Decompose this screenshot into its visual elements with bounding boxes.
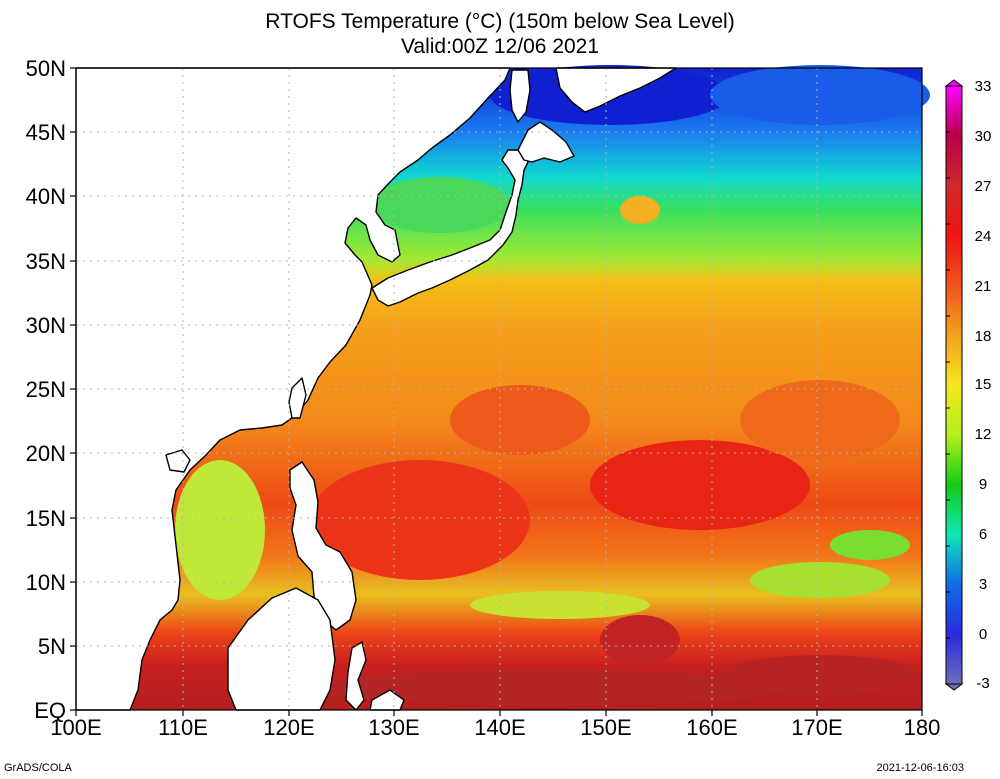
lat-label-15n: 15N xyxy=(25,506,66,531)
colorbar-label-3: 3 xyxy=(978,576,988,593)
lat-label-eq: EQ xyxy=(34,698,66,723)
kamchatka-peninsula xyxy=(555,67,677,113)
lat-label-25n: 25N xyxy=(25,377,66,402)
colorbar-label-24: 24 xyxy=(974,228,992,245)
lat-label-40n: 40N xyxy=(25,184,66,209)
colorbar-label-33: 33 xyxy=(974,78,992,95)
map-subtitle: Valid:00Z 12/06 2021 xyxy=(400,35,600,58)
lat-label-35n: 35N xyxy=(25,249,66,274)
colorbar xyxy=(944,79,964,691)
colorbar-label-18: 18 xyxy=(974,328,992,345)
lon-label-130e: 130E xyxy=(368,715,420,740)
footer-timestamp: 2021-12-06-16:03 xyxy=(876,762,964,774)
colorbar-ramp xyxy=(945,85,963,685)
colorbar-label-12: 12 xyxy=(974,426,992,443)
temperature-patches xyxy=(175,65,930,706)
lon-label-100e: 100E xyxy=(50,715,102,740)
colorbar-label-15: 15 xyxy=(974,376,992,393)
lon-label-170e: 170E xyxy=(791,715,843,740)
colorbar-label-21: 21 xyxy=(974,278,992,295)
philippines-islands xyxy=(289,461,357,631)
borneo-island xyxy=(227,587,336,711)
lat-label-20n: 20N xyxy=(25,441,66,466)
new-guinea-coast xyxy=(369,689,405,711)
lat-label-30n: 30N xyxy=(25,313,66,338)
graticule xyxy=(76,68,922,710)
map-title: RTOFS Temperature (°C) (150m below Sea L… xyxy=(265,10,735,33)
lat-label-50n: 50N xyxy=(25,56,66,81)
colorbar-top-arrow xyxy=(944,79,964,87)
colorbar-label-27: 27 xyxy=(974,178,992,195)
lat-label-45n: 45N xyxy=(25,120,66,145)
lat-label-5n: 5N xyxy=(37,634,66,659)
lon-label-180: 180 xyxy=(903,715,941,740)
footer-credit: GrADS/COLA xyxy=(4,762,72,774)
axis-ticks xyxy=(70,67,923,716)
sakhalin-island xyxy=(509,69,531,123)
colorbar-label-30: 30 xyxy=(974,128,992,145)
lon-label-140e: 140E xyxy=(474,715,526,740)
lat-label-10n: 10N xyxy=(25,570,66,595)
hainan-island xyxy=(165,449,191,473)
lon-label-150e: 150E xyxy=(580,715,632,740)
taiwan-island xyxy=(288,377,307,419)
colorbar-label-6: 6 xyxy=(978,526,988,543)
colorbar-label-0: 0 xyxy=(978,626,988,643)
colorbar-bottom-arrow xyxy=(944,683,964,691)
colorbar-label-minus3: -3 xyxy=(976,675,990,692)
lon-label-160e: 160E xyxy=(686,715,738,740)
lon-label-120e: 120E xyxy=(263,715,315,740)
colorbar-label-9: 9 xyxy=(978,476,988,493)
sulawesi-island xyxy=(345,641,367,711)
lon-label-110e: 110E xyxy=(158,715,208,740)
